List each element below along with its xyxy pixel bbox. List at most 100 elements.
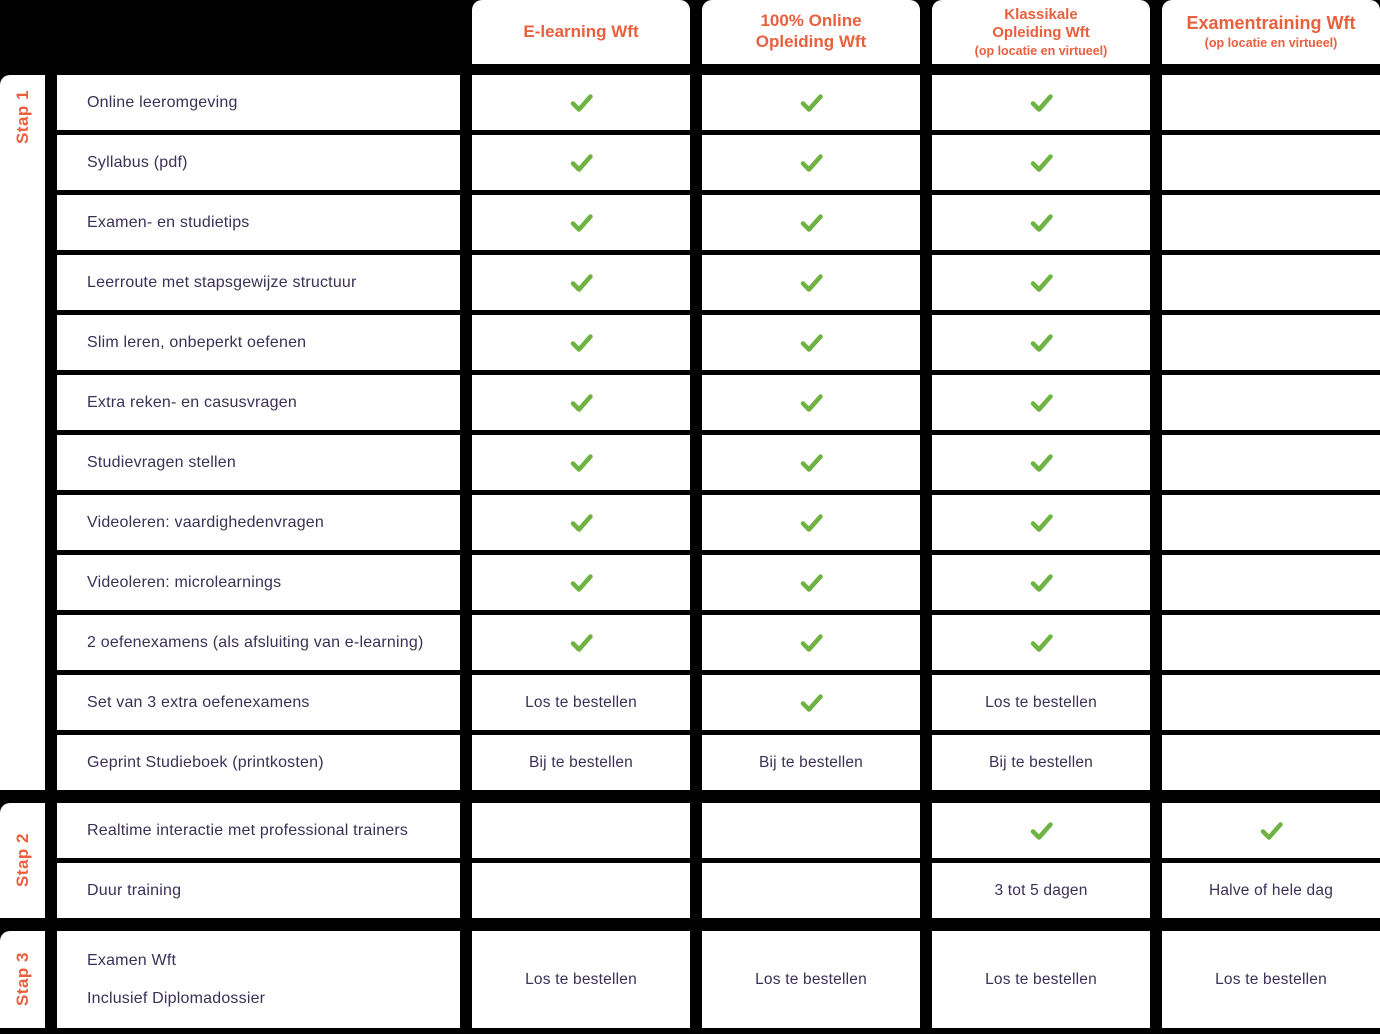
check-cell	[472, 495, 690, 550]
checkmark-icon	[800, 273, 823, 292]
checkmark-icon	[570, 153, 593, 172]
checkmark-icon	[800, 573, 823, 592]
column-title: Klassikale Opleiding Wft	[992, 6, 1090, 42]
check-cell	[472, 615, 690, 670]
check-cell	[702, 615, 920, 670]
checkmark-icon	[1030, 633, 1053, 652]
table-row: Syllabus (pdf)	[57, 135, 1380, 190]
feature-label: Videoleren: vaardighedenvragen	[57, 495, 460, 550]
checkmark-icon	[570, 93, 593, 112]
column-header-klassikale-opleiding-wft: Klassikale Opleiding Wft (op locatie en …	[932, 0, 1150, 64]
checkmark-icon	[800, 393, 823, 412]
feature-label: Syllabus (pdf)	[57, 135, 460, 190]
check-cell	[932, 495, 1150, 550]
feature-label: Extra reken- en casusvragen	[57, 375, 460, 430]
text-cell: Bij te bestellen	[932, 735, 1150, 790]
feature-label: Geprint Studieboek (printkosten)	[57, 735, 460, 790]
check-cell	[702, 135, 920, 190]
checkmark-icon	[800, 633, 823, 652]
check-cell	[932, 615, 1150, 670]
check-cell	[472, 555, 690, 610]
table-row: Videoleren: microlearnings	[57, 555, 1380, 610]
check-cell	[472, 195, 690, 250]
empty-cell	[1162, 315, 1380, 370]
table-row: Examen- en studietips	[57, 195, 1380, 250]
feature-label: Slim leren, onbeperkt oefenen	[57, 315, 460, 370]
feature-label: Videoleren: microlearnings	[57, 555, 460, 610]
checkmark-icon	[570, 213, 593, 232]
table-row: Geprint Studieboek (printkosten) Bij te b…	[57, 735, 1380, 790]
check-cell	[472, 135, 690, 190]
feature-label: Examen Wft Inclusief Diplomadossier	[57, 931, 460, 1028]
checkmark-icon	[1030, 393, 1053, 412]
text-cell: 3 tot 5 dagen	[932, 863, 1150, 918]
stap-2-label-block: Stap 2	[0, 803, 45, 918]
empty-cell	[1162, 615, 1380, 670]
table-row: Duur training 3 tot 5 dagen Halve of hele …	[57, 863, 1380, 918]
cell-text: Los te bestellen	[1215, 970, 1327, 988]
feature-label: Examen- en studietips	[57, 195, 460, 250]
checkmark-icon	[1030, 573, 1053, 592]
checkmark-icon	[800, 693, 823, 712]
table-header-row: E-learning Wft 100% Online Opleiding Wft…	[0, 0, 1380, 64]
table-row: Online leeromgeving	[57, 75, 1380, 130]
check-cell	[932, 195, 1150, 250]
feature-label: Online leeromgeving	[57, 75, 460, 130]
section-stap-2: Stap 2 Realtime interactie met professio…	[0, 803, 1380, 918]
feature-label: 2 oefenexamens (als afsluiting van e-lea…	[57, 615, 460, 670]
column-header-100-online-opleiding-wft: 100% Online Opleiding Wft	[702, 0, 920, 64]
check-cell	[702, 255, 920, 310]
empty-cell	[1162, 375, 1380, 430]
check-cell	[702, 495, 920, 550]
section-stap-1: Stap 1 Online leeromgeving Syllabus (pdf)…	[0, 75, 1380, 790]
feature-label: Realtime interactie met professional tra…	[57, 803, 460, 858]
table-body: Stap 1 Online leeromgeving Syllabus (pdf)…	[0, 75, 1380, 1028]
table-row: Extra reken- en casusvragen	[57, 375, 1380, 430]
feature-label: Leerroute met stapsgewijze structuur	[57, 255, 460, 310]
checkmark-icon	[570, 333, 593, 352]
check-cell	[472, 435, 690, 490]
table-row: Videoleren: vaardighedenvragen	[57, 495, 1380, 550]
check-cell	[472, 315, 690, 370]
cell-text: Bij te bestellen	[528, 753, 633, 771]
empty-cell	[1162, 135, 1380, 190]
cell-text: Halve of hele dag	[1208, 881, 1334, 899]
checkmark-icon	[800, 93, 823, 112]
check-cell	[932, 135, 1150, 190]
text-cell: Bij te bestellen	[702, 735, 920, 790]
check-cell	[702, 435, 920, 490]
check-cell	[702, 555, 920, 610]
cell-text: Bij te bestellen	[758, 753, 863, 771]
check-cell	[932, 75, 1150, 130]
stap-3-label-block: Stap 3	[0, 931, 45, 1028]
checkmark-icon	[1030, 153, 1053, 172]
cell-text: Los te bestellen	[985, 970, 1097, 988]
check-cell	[702, 375, 920, 430]
check-cell	[472, 375, 690, 430]
empty-cell	[1162, 195, 1380, 250]
checkmark-icon	[570, 573, 593, 592]
text-cell: Los te bestellen	[932, 675, 1150, 730]
empty-cell	[1162, 255, 1380, 310]
checkmark-icon	[1260, 821, 1283, 840]
check-cell	[932, 555, 1150, 610]
checkmark-icon	[1030, 273, 1053, 292]
cell-text: Los te bestellen	[755, 970, 867, 988]
column-header-examentraining-wft: Examentraining Wft (op locatie en virtue…	[1162, 0, 1380, 64]
column-title: Examentraining Wft	[1186, 13, 1356, 34]
checkmark-icon	[800, 153, 823, 172]
checkmark-icon	[800, 213, 823, 232]
check-cell	[1162, 803, 1380, 858]
cell-text: Los te bestellen	[525, 693, 637, 711]
feature-label: Set van 3 extra oefenexamens	[57, 675, 460, 730]
empty-cell	[472, 803, 690, 858]
checkmark-icon	[570, 393, 593, 412]
text-cell: Halve of hele dag	[1162, 863, 1380, 918]
empty-cell	[702, 803, 920, 858]
text-cell: Los te bestellen	[472, 675, 690, 730]
feature-label: Studievragen stellen	[57, 435, 460, 490]
checkmark-icon	[1030, 93, 1053, 112]
text-cell: Los te bestellen	[702, 931, 920, 1028]
checkmark-icon	[1030, 453, 1053, 472]
